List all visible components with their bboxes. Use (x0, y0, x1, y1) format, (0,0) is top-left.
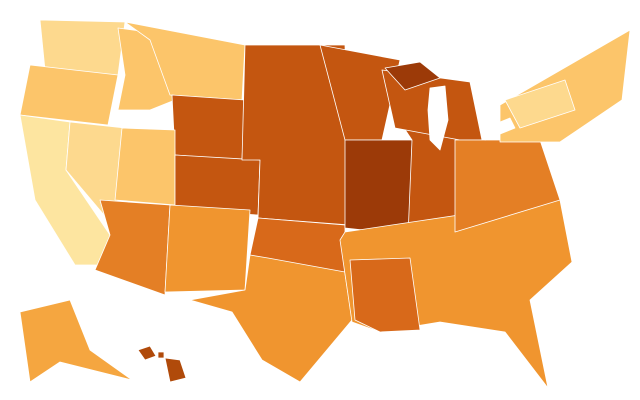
region (504, 79, 576, 129)
regions (19, 19, 631, 389)
region (344, 139, 413, 236)
region (339, 199, 573, 389)
region (19, 64, 119, 126)
region (137, 345, 157, 361)
region (114, 127, 176, 206)
lake (427, 85, 449, 151)
lake (479, 117, 516, 141)
region (164, 357, 187, 383)
region (157, 351, 165, 359)
region (19, 299, 133, 383)
region (94, 199, 171, 296)
region (164, 204, 251, 293)
region (384, 61, 441, 91)
region (39, 19, 126, 76)
region (249, 217, 346, 273)
region (171, 94, 246, 161)
region (349, 257, 421, 333)
